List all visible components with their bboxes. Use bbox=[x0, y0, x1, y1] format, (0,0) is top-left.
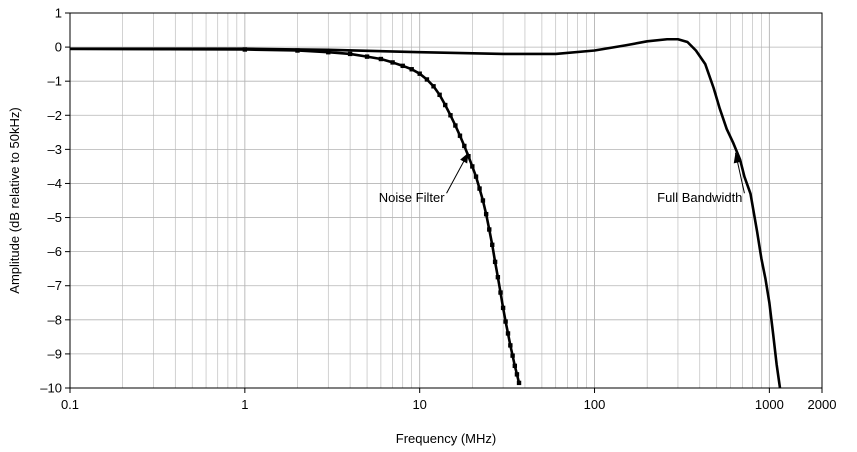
noise-filter-marker bbox=[453, 123, 458, 128]
noise-filter-marker bbox=[378, 56, 384, 62]
y-tick-label: –6 bbox=[48, 244, 62, 259]
noise-filter-marker bbox=[470, 164, 475, 169]
x-tick-label: 0.1 bbox=[61, 397, 79, 412]
noise-filter-marker bbox=[490, 242, 495, 248]
noise-filter-marker bbox=[500, 305, 506, 311]
annotation-layer: Noise Filter Full Bandwidth bbox=[379, 152, 745, 205]
y-tick-label: –7 bbox=[48, 278, 62, 293]
x-tick-label: 10 bbox=[412, 397, 426, 412]
noise-filter-marker bbox=[443, 102, 448, 108]
noise-filter-marker bbox=[516, 380, 522, 386]
noise-filter-marker bbox=[390, 60, 395, 65]
series-layer bbox=[69, 37, 782, 389]
y-tick-label: –9 bbox=[48, 346, 62, 361]
x-tick-label: 2000 bbox=[808, 397, 837, 412]
y-tick-label: –5 bbox=[48, 210, 62, 225]
noise-filter-marker bbox=[326, 50, 331, 55]
noise-filter-marker bbox=[514, 372, 520, 377]
y-tick-label: –1 bbox=[48, 74, 62, 89]
annotation-arrowhead bbox=[733, 152, 742, 164]
noise-filter-marker bbox=[437, 92, 442, 98]
noise-filter-marker bbox=[508, 343, 513, 348]
noise-filter-marker bbox=[295, 48, 300, 53]
noise-filter-marker bbox=[347, 51, 353, 57]
noise-filter-marker bbox=[480, 198, 486, 203]
noise-filter-marker bbox=[448, 113, 453, 118]
noise-filter-marker bbox=[498, 290, 503, 295]
y-tick-label: –4 bbox=[48, 176, 62, 191]
noise-filter-marker bbox=[466, 153, 471, 159]
series-line-noise-filter bbox=[69, 47, 521, 384]
noise-filter-marker bbox=[495, 275, 501, 280]
noise-filter-marker bbox=[424, 77, 430, 82]
noise-filter-marker bbox=[473, 174, 479, 179]
noise-filter-marker bbox=[512, 363, 518, 369]
noise-filter-marker bbox=[417, 71, 422, 76]
y-axis-ticks: 1 0 –1 –2 –3 –4 –5 –6 –7 –8 –9 –10 bbox=[40, 6, 70, 396]
x-axis-ticks: 0.1 1 10 100 1000 2000 bbox=[61, 388, 837, 412]
annotation-label: Full Bandwidth bbox=[657, 190, 742, 205]
noise-filter-marker bbox=[400, 63, 405, 69]
noise-filter-marker bbox=[503, 319, 508, 324]
noise-filter-marker bbox=[364, 54, 370, 59]
noise-filter-marker bbox=[487, 227, 492, 232]
y-tick-label: 1 bbox=[55, 6, 62, 21]
y-tick-label: –3 bbox=[48, 142, 62, 157]
x-tick-label: 1000 bbox=[755, 397, 784, 412]
y-axis-title: Amplitude (dB relative to 50kHz) bbox=[7, 107, 22, 293]
noise-filter-marker bbox=[477, 186, 482, 191]
noise-filter-marker bbox=[242, 47, 248, 52]
noise-filter-marker bbox=[462, 143, 467, 149]
y-tick-label: –10 bbox=[40, 381, 62, 396]
x-tick-label: 100 bbox=[584, 397, 606, 412]
noise-filter-marker bbox=[505, 331, 511, 336]
noise-filter-marker bbox=[409, 67, 414, 72]
annotation-arrowhead bbox=[460, 152, 469, 164]
noise-filter-marker bbox=[483, 211, 489, 217]
y-tick-label: –2 bbox=[48, 108, 62, 123]
annotation-label: Noise Filter bbox=[379, 190, 445, 205]
y-tick-label: 0 bbox=[55, 40, 62, 55]
x-axis-title: Frequency (MHz) bbox=[396, 431, 496, 446]
plot-frame bbox=[69, 12, 823, 389]
minor-gridlines bbox=[122, 13, 823, 388]
noise-filter-marker bbox=[431, 84, 436, 89]
series-line-full-bandwidth bbox=[70, 37, 782, 389]
noise-filter-marker bbox=[457, 133, 463, 138]
x-tick-label: 1 bbox=[241, 397, 248, 412]
noise-filter-marker bbox=[492, 259, 498, 265]
noise-filter-marker bbox=[510, 353, 515, 358]
y-tick-label: –8 bbox=[48, 312, 62, 327]
